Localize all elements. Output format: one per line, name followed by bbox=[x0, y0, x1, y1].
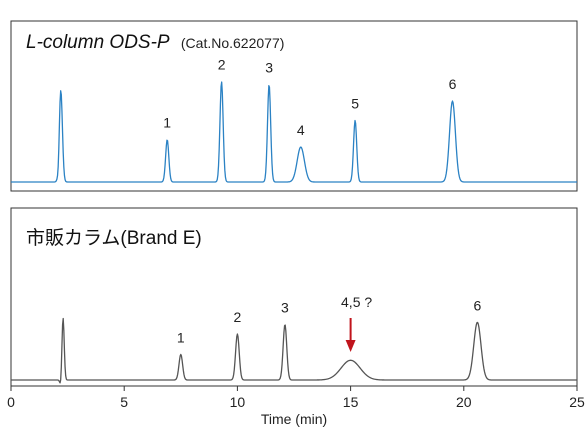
peak-label-6: 6 bbox=[474, 297, 482, 313]
peak-label-6: 6 bbox=[449, 76, 457, 92]
x-tick-label-10: 10 bbox=[230, 394, 246, 410]
annotation-bottom: 4,5 ? bbox=[341, 294, 372, 352]
x-tick-label-5: 5 bbox=[120, 394, 128, 410]
peak-label-3: 3 bbox=[281, 300, 289, 316]
x-axis-label: Time (min) bbox=[261, 411, 327, 427]
peak-label-2: 2 bbox=[234, 309, 242, 325]
x-tick-label-20: 20 bbox=[456, 394, 472, 410]
panel-bottom-title: 市販カラム(Brand E) bbox=[26, 227, 202, 249]
peak-labels-top: 1 2 3 4 5 6 bbox=[163, 57, 456, 138]
panel-top-subtitle: (Cat.No.622077) bbox=[181, 35, 285, 51]
trace-bottom bbox=[10, 317, 578, 384]
peak-label-4: 4 bbox=[297, 122, 305, 138]
x-tick-label-15: 15 bbox=[343, 394, 359, 410]
annotation-label: 4,5 ? bbox=[341, 294, 372, 310]
peak-label-1: 1 bbox=[177, 329, 185, 345]
trace-top bbox=[10, 81, 578, 183]
panel-top: L-column ODS-P (Cat.No.622077) 1 2 3 4 5 6 bbox=[10, 20, 578, 192]
x-tick-label-0: 0 bbox=[7, 394, 15, 410]
annotation-arrow-head bbox=[345, 340, 356, 352]
peak-label-2: 2 bbox=[218, 57, 226, 73]
peak-label-3: 3 bbox=[265, 60, 273, 76]
panel-top-title-text: L-column ODS-P (Cat.No.622077) bbox=[26, 32, 284, 53]
panel-top-frame bbox=[10, 20, 578, 192]
panel-bottom: 市販カラム(Brand E) 1 2 3 6 4,5 ? bbox=[10, 207, 578, 387]
panel-top-title: L-column ODS-P bbox=[26, 32, 170, 53]
peak-label-5: 5 bbox=[351, 95, 359, 111]
x-tick-label-25: 25 bbox=[569, 394, 585, 410]
peak-label-1: 1 bbox=[163, 115, 171, 131]
x-axis: 0 5 10 15 20 25 bbox=[7, 386, 585, 410]
peak-labels-bottom: 1 2 3 6 bbox=[177, 297, 482, 345]
